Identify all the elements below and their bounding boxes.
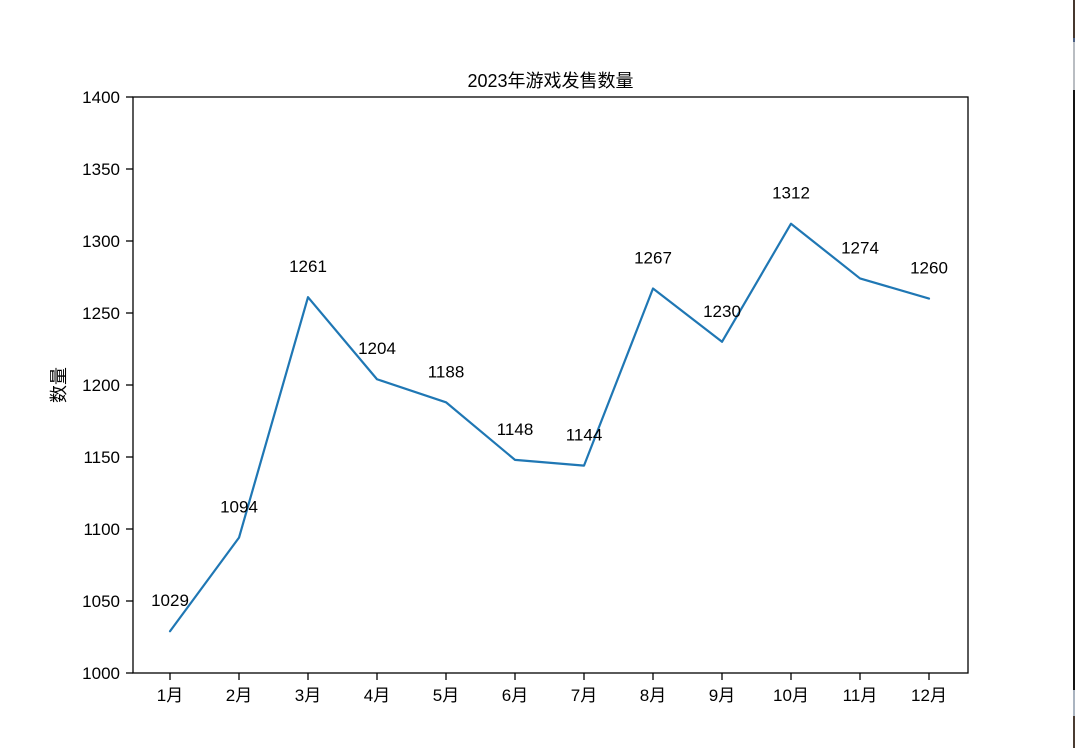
x-tick-label: 7月	[571, 686, 597, 705]
y-tick-label: 1400	[82, 88, 120, 107]
data-point-label: 1188	[428, 362, 465, 381]
y-tick-label: 1050	[82, 592, 120, 611]
x-tick-label: 10月	[773, 686, 809, 705]
y-tick-label: 1000	[82, 664, 120, 683]
data-point-label: 1260	[910, 259, 948, 278]
chart-title: 2023年游戏发售数量	[467, 71, 634, 91]
x-tick-label: 11月	[843, 686, 878, 705]
y-tick-label: 1150	[83, 448, 120, 467]
x-tick-label: 3月	[295, 686, 321, 705]
data-point-label: 1312	[772, 184, 810, 203]
x-tick-label: 9月	[709, 686, 735, 705]
data-point-label: 1148	[497, 420, 534, 439]
x-tick-label: 4月	[364, 686, 390, 705]
right-edge-artifact	[1073, 0, 1075, 748]
x-tick-label: 6月	[502, 686, 528, 705]
x-tick-label: 2月	[226, 686, 252, 705]
data-line	[168, 222, 931, 633]
data-point-label: 1029	[151, 591, 189, 610]
axis-frame	[132, 96, 969, 674]
x-tick-label: 5月	[433, 686, 459, 705]
y-tick-label: 1300	[82, 232, 120, 251]
data-point-label: 1094	[220, 498, 258, 517]
data-point-label: 1267	[634, 249, 672, 268]
y-tick-label: 1250	[82, 304, 120, 323]
data-point-label: 1144	[566, 426, 603, 445]
y-tick-label: 1200	[82, 376, 120, 395]
y-tick-label: 1350	[82, 160, 120, 179]
x-tick-label: 1月	[157, 686, 183, 705]
x-tick-label: 12月	[911, 686, 947, 705]
data-point-label: 1261	[289, 257, 327, 276]
data-point-label: 1230	[703, 302, 741, 321]
data-point-label: 1274	[841, 238, 879, 257]
x-tick-label: 8月	[640, 686, 666, 705]
y-tick-label: 1100	[83, 520, 120, 539]
data-point-label: 1204	[358, 339, 396, 358]
